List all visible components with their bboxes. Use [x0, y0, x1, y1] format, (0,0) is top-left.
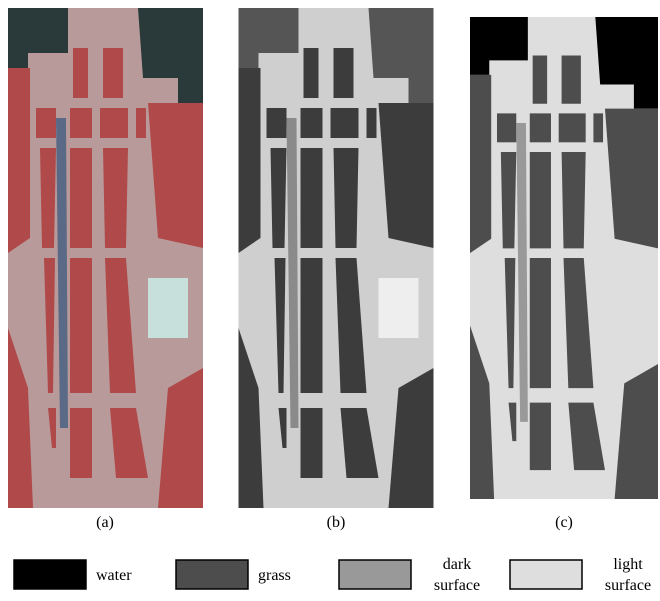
legend-swatch	[339, 560, 411, 589]
legend-label: grass	[258, 567, 291, 584]
legend-swatch	[510, 560, 582, 589]
legend-label: dark	[443, 556, 471, 573]
panel-image	[8, 8, 203, 508]
figure: (a) (b) (c) water grass dark surface light surfa…	[0, 0, 660, 596]
panel-label: (a)	[96, 514, 114, 531]
legend-label: water	[96, 567, 132, 584]
panel-label: (b)	[327, 514, 346, 531]
panel-image	[239, 8, 434, 508]
legend-swatch	[14, 560, 86, 589]
legend-swatch	[176, 560, 248, 589]
legend-label: surface	[434, 577, 480, 594]
panel-image	[470, 17, 658, 499]
legend-label: light	[613, 556, 643, 573]
panel-label: (c)	[555, 514, 573, 531]
legend-label: surface	[605, 577, 651, 594]
